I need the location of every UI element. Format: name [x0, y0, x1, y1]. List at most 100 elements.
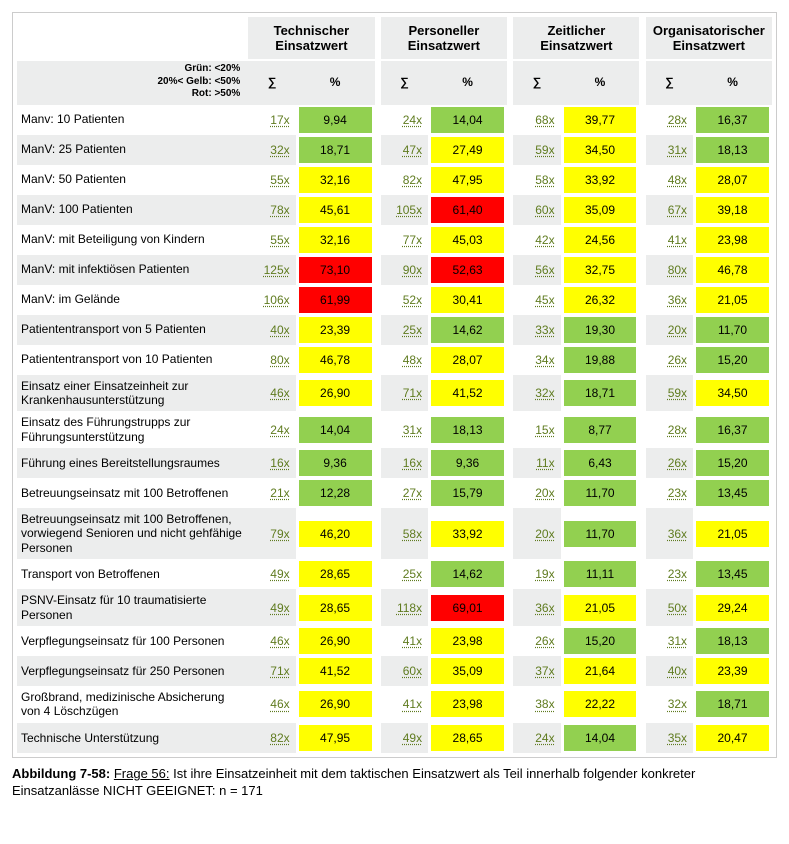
pct-chip: 23,98: [431, 691, 504, 717]
sum-value: 35x: [668, 731, 687, 745]
pct-cell: 18,71: [296, 135, 375, 165]
sum-value: 59x: [668, 386, 687, 400]
pct-chip: 14,04: [299, 417, 372, 443]
pct-chip: 18,13: [696, 628, 769, 654]
sum-cell: 28x: [646, 105, 693, 135]
pct-chip: 41,52: [431, 380, 504, 406]
row-label: Verpflegungseinsatz für 250 Personen: [17, 656, 248, 686]
pct-chip: 19,30: [564, 317, 637, 343]
pct-cell: 11,70: [693, 315, 772, 345]
table-row: ManV: im Gelände106x61,9952x30,4145x26,3…: [17, 285, 772, 315]
pct-cell: 27,49: [428, 135, 507, 165]
sum-cell: 49x: [381, 723, 428, 753]
pct-cell: 18,71: [561, 375, 640, 412]
pct-chip: 8,77: [564, 417, 637, 443]
sum-cell: 28x: [646, 411, 693, 448]
pct-chip: 35,09: [431, 658, 504, 684]
sum-value: 23x: [668, 486, 687, 500]
pct-chip: 20,47: [696, 725, 769, 751]
sum-value: 46x: [270, 634, 289, 648]
pct-cell: 15,20: [693, 345, 772, 375]
sum-cell: 23x: [646, 559, 693, 589]
pct-cell: 13,45: [693, 478, 772, 508]
sum-cell: 58x: [513, 165, 560, 195]
subhead-row: Grün: <20% 20%< Gelb: <50% Rot: >50% ∑ %…: [17, 60, 772, 105]
pct-cell: 47,95: [296, 723, 375, 753]
pct-chip: 26,32: [564, 287, 637, 313]
pct-cell: 28,07: [693, 165, 772, 195]
sum-cell: 33x: [513, 315, 560, 345]
sum-value: 48x: [403, 353, 422, 367]
pct-cell: 41,52: [296, 656, 375, 686]
pct-cell: 26,90: [296, 375, 375, 412]
sum-value: 118x: [397, 601, 422, 615]
sum-value: 40x: [668, 664, 687, 678]
pct-chip: 15,20: [696, 347, 769, 373]
pct-cell: 18,13: [428, 411, 507, 448]
sum-cell: 19x: [513, 559, 560, 589]
group-header-row: TechnischerEinsatzwert PersonellerEinsat…: [17, 17, 772, 60]
pct-cell: 28,65: [296, 589, 375, 626]
sum-cell: 82x: [381, 165, 428, 195]
sum-cell: 78x: [248, 195, 295, 225]
sum-cell: 40x: [646, 656, 693, 686]
pct-cell: 14,04: [561, 723, 640, 753]
pct-chip: 30,41: [431, 287, 504, 313]
row-label: ManV: 50 Patienten: [17, 165, 248, 195]
sum-cell: 49x: [248, 589, 295, 626]
row-label: Verpflegungseinsatz für 100 Personen: [17, 626, 248, 656]
sum-cell: 36x: [646, 285, 693, 315]
pct-cell: 21,05: [693, 508, 772, 559]
sum-cell: 125x: [248, 255, 295, 285]
pct-cell: 30,41: [428, 285, 507, 315]
pct-chip: 15,79: [431, 480, 504, 506]
pct-cell: 33,92: [428, 508, 507, 559]
sum-value: 25x: [403, 323, 422, 337]
sum-cell: 49x: [248, 559, 295, 589]
sum-value: 37x: [535, 664, 554, 678]
row-label: PSNV-Einsatz für 10 traumatisierte Perso…: [17, 589, 248, 626]
sum-value: 26x: [535, 634, 554, 648]
sum-cell: 37x: [513, 656, 560, 686]
sum-cell: 60x: [381, 656, 428, 686]
pct-chip: 47,95: [431, 167, 504, 193]
sum-value: 71x: [270, 664, 289, 678]
sum-value: 42x: [535, 233, 554, 247]
pct-chip: 13,45: [696, 561, 769, 587]
row-label: ManV: 100 Patienten: [17, 195, 248, 225]
table-row: Verpflegungseinsatz für 100 Personen 46x 2…: [17, 626, 772, 656]
sum-value: 24x: [535, 731, 554, 745]
pct-chip: 6,43: [564, 450, 637, 476]
table-container: TechnischerEinsatzwert PersonellerEinsat…: [12, 12, 777, 758]
sum-value: 41x: [403, 697, 422, 711]
group-head-personeller: PersonellerEinsatzwert: [381, 17, 507, 60]
pct-cell: 23,39: [296, 315, 375, 345]
pct-cell: 52,63: [428, 255, 507, 285]
sum-value: 125x: [264, 263, 290, 277]
pct-chip: 12,28: [299, 480, 372, 506]
pct-cell: 18,13: [693, 626, 772, 656]
pct-chip: 39,18: [696, 197, 769, 223]
pct-chip: 33,92: [564, 167, 637, 193]
sum-cell: 31x: [646, 626, 693, 656]
sum-cell: 41x: [381, 626, 428, 656]
row-label: Betreuungseinsatz mit 100 Betroffenen, v…: [17, 508, 248, 559]
sum-value: 56x: [535, 263, 554, 277]
pct-chip: 23,98: [696, 227, 769, 253]
sum-value: 78x: [270, 203, 289, 217]
row-label: Führung eines Bereitstellungsraumes: [17, 448, 248, 478]
pct-cell: 45,61: [296, 195, 375, 225]
sum-value: 28x: [668, 423, 687, 437]
pct-chip: 69,01: [431, 595, 504, 621]
sum-value: 55x: [270, 233, 289, 247]
pct-chip: 18,71: [299, 137, 372, 163]
sum-cell: 67x: [646, 195, 693, 225]
pct-chip: 19,88: [564, 347, 637, 373]
sum-value: 25x: [403, 567, 422, 581]
sum-value: 15x: [535, 423, 554, 437]
pct-chip: 28,65: [431, 725, 504, 751]
pct-chip: 14,62: [431, 561, 504, 587]
pct-cell: 8,77: [561, 411, 640, 448]
sum-value: 17x: [270, 113, 289, 127]
sum-value: 49x: [403, 731, 422, 745]
